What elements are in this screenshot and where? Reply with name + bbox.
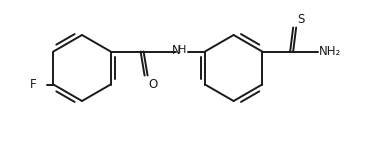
Text: H: H	[177, 45, 186, 55]
Text: NH₂: NH₂	[319, 45, 341, 58]
Text: S: S	[297, 12, 305, 25]
Text: N: N	[171, 44, 180, 57]
Text: O: O	[149, 77, 158, 91]
Text: F: F	[30, 78, 36, 91]
